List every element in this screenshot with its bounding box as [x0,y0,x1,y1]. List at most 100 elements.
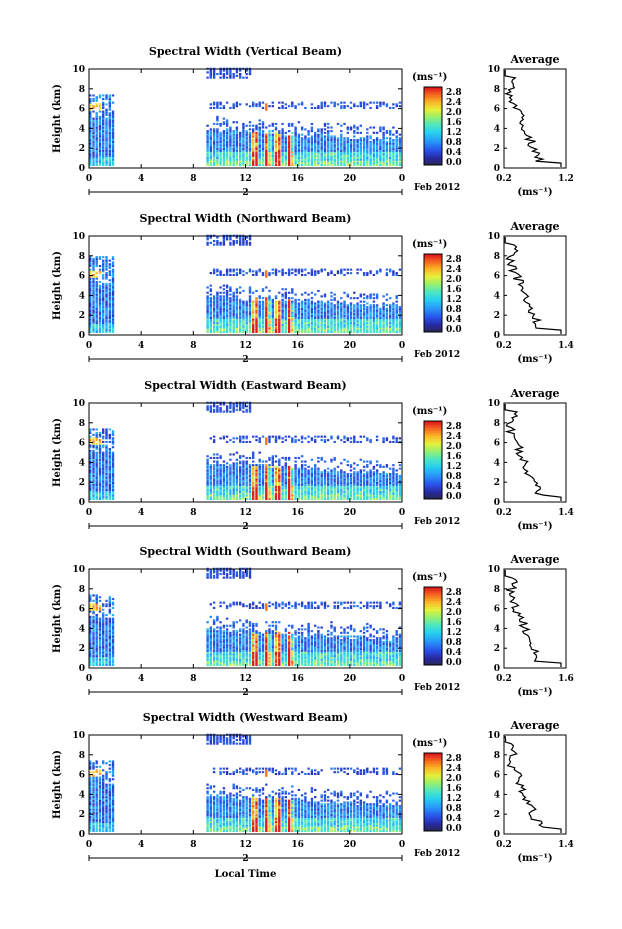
x-tick-label: 20 [344,840,357,850]
colorbar-label: 2.4 [446,764,462,774]
colorbar-label: 0.8 [446,472,462,482]
profile-y-tick-label: 8 [494,252,500,262]
y-tick-label: 6 [79,105,85,115]
x-axis-label: Local Time [215,869,277,880]
profile-y-tick-label: 6 [494,105,500,115]
colorbar [424,254,442,333]
date-label: Feb 2012 [414,683,460,693]
profile-y-tick-label: 2 [494,644,500,654]
colorbar-label: 0.0 [446,824,462,834]
x-tick-label: 4 [138,174,144,184]
colorbar-frame [423,86,443,166]
y-tick-label: 6 [79,771,85,781]
average-profile: Average 0 2 4 6 8 10 0.2 1.2 (ms⁻¹) [487,53,573,198]
x-tick-label: 4 [138,674,144,684]
profile-title: Average [509,220,559,233]
colorbar-label: 0.8 [446,638,462,648]
heatmap-field [89,567,402,666]
profile-y-tick-label: 4 [494,624,500,634]
colorbar-unit: (ms⁻¹) [412,738,447,749]
x-tick-label: 0 [86,341,92,351]
profile-y-tick-label: 4 [494,790,500,800]
x-tick-label: 8 [190,674,196,684]
heatmap-field [89,401,402,500]
panel-2: Spectral Width (Northward Beam) 0 2 4 6 8 10 0 4… [52,212,574,365]
x-tick-label: 20 [344,174,357,184]
x-tick-label: 0 [86,840,92,850]
x-tick-label: 12 [239,840,252,850]
profile-x-axis-label: (ms⁻¹) [517,187,552,198]
colorbar-unit: (ms⁻¹) [412,406,447,417]
y-tick-label: 0 [79,664,85,674]
colorbar [424,753,442,832]
colorbar-label: 2.8 [446,422,462,432]
y-tick-label: 10 [72,65,85,75]
colorbar-label: 2.4 [446,98,462,108]
y-axis-label: Height (km) [52,584,63,653]
date-label: Feb 2012 [414,350,460,360]
panel-5: Spectral Width (Westward Beam) 0 2 4 6 8 10 0 4 8… [52,711,574,880]
colorbar-label: 2.4 [446,598,462,608]
profile-y-tick-label: 6 [494,771,500,781]
x-tick-label: 16 [291,341,304,351]
colorbar-label: 1.2 [446,628,462,638]
colorbar-label: 1.6 [446,452,462,462]
colorbar-frame [423,586,443,666]
profile-y-tick-label: 4 [494,458,500,468]
colorbar-frame [423,752,443,832]
y-axis-label: Height (km) [52,750,63,819]
colorbar-label: 0.4 [446,315,462,325]
colorbar-label: 1.2 [446,462,462,472]
colorbar-label: 0.8 [446,305,462,315]
profile-frame [503,568,567,669]
profile-y-tick-label: 2 [494,144,500,154]
y-tick-label: 2 [79,144,85,154]
y-tick-label: 8 [79,751,85,761]
colorbar-unit: (ms⁻¹) [412,572,447,583]
profile-frame [503,235,567,336]
profile-line [504,70,562,167]
y-tick-label: 2 [79,644,85,654]
colorbar-label: 0.8 [446,138,462,148]
x-tick-label: 16 [291,674,304,684]
profile-y-tick-label: 0 [494,830,500,840]
colorbar-frame [423,420,443,500]
y-tick-label: 0 [79,331,85,341]
x-tick-label: 16 [291,840,304,850]
colorbar-label: 2.0 [446,774,462,784]
profile-y-tick-label: 0 [494,498,500,508]
x-tick-label: 12 [239,674,252,684]
panel-3: Spectral Width (Eastward Beam) 0 2 4 6 8 10 0 4 8… [52,379,574,532]
profile-y-tick-label: 2 [494,810,500,820]
day-marker: 2 [242,355,248,365]
x-tick-label: 0 [86,174,92,184]
profile-x-tick-label: 0.2 [496,840,512,850]
x-tick-label: 0 [399,508,405,518]
profile-x-axis-label: (ms⁻¹) [517,853,552,864]
average-profile: Average 0 2 4 6 8 10 0.2 1.4 (ms⁻¹) [487,387,573,532]
profile-y-tick-label: 4 [494,291,500,301]
y-tick-label: 8 [79,419,85,429]
y-tick-label: 8 [79,85,85,95]
panel-title: Spectral Width (Northward Beam) [140,212,352,225]
x-tick-label: 4 [138,341,144,351]
profile-line [504,237,562,334]
profile-title: Average [509,387,559,400]
panel-title: Spectral Width (Southward Beam) [139,545,351,558]
date-label: Feb 2012 [414,849,460,859]
profile-frame [503,68,567,169]
y-tick-label: 8 [79,252,85,262]
panel-4: Spectral Width (Southward Beam) 0 2 4 6 8 10 0 4… [52,545,574,698]
x-tick-label: 16 [291,508,304,518]
y-tick-label: 8 [79,585,85,595]
profile-x-tick-label: 1.4 [558,508,574,518]
x-tick-label: 0 [86,508,92,518]
profile-frame [503,402,567,503]
y-tick-label: 4 [79,291,85,301]
y-tick-label: 2 [79,311,85,321]
colorbar-label: 2.4 [446,432,462,442]
y-tick-label: 0 [79,164,85,174]
profile-x-tick-label: 1.4 [558,840,574,850]
y-tick-label: 6 [79,439,85,449]
